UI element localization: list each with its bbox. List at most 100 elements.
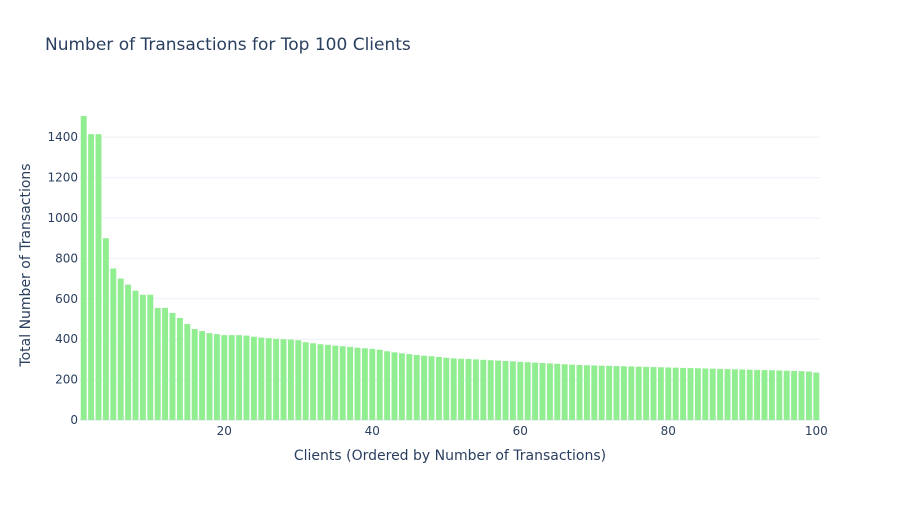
bar-client-1[interactable] xyxy=(80,115,87,421)
bar-client-97[interactable] xyxy=(791,370,798,420)
bar-client-41[interactable] xyxy=(376,349,383,420)
bar-client-22[interactable] xyxy=(236,335,243,420)
bar-client-2[interactable] xyxy=(88,134,95,420)
bar-client-91[interactable] xyxy=(746,369,753,420)
bar-client-82[interactable] xyxy=(680,367,687,420)
bar-client-60[interactable] xyxy=(517,361,524,420)
bar-client-28[interactable] xyxy=(280,339,287,420)
bar-client-67[interactable] xyxy=(569,364,576,420)
bar-client-38[interactable] xyxy=(354,347,361,420)
bar-client-3[interactable] xyxy=(95,134,102,420)
bar-client-46[interactable] xyxy=(413,354,420,420)
bar-client-31[interactable] xyxy=(302,342,309,420)
bar-client-80[interactable] xyxy=(665,367,672,420)
bar-client-23[interactable] xyxy=(243,335,250,420)
bar-client-26[interactable] xyxy=(265,338,272,420)
bar-client-16[interactable] xyxy=(191,329,198,420)
bar-client-49[interactable] xyxy=(435,356,442,420)
bar-client-57[interactable] xyxy=(495,360,502,420)
bar-client-27[interactable] xyxy=(273,338,280,420)
bar-client-42[interactable] xyxy=(384,351,391,420)
bar-client-34[interactable] xyxy=(324,344,331,420)
bar-client-7[interactable] xyxy=(125,284,132,420)
bar-client-78[interactable] xyxy=(650,367,657,420)
bar-client-66[interactable] xyxy=(561,364,568,420)
bar-client-59[interactable] xyxy=(509,361,516,420)
bar-client-73[interactable] xyxy=(613,366,620,420)
bar-client-47[interactable] xyxy=(421,355,428,420)
bar-client-81[interactable] xyxy=(672,367,679,420)
bar-client-48[interactable] xyxy=(428,356,435,420)
bar-client-51[interactable] xyxy=(450,358,457,420)
bar-client-37[interactable] xyxy=(347,346,354,420)
bar-client-63[interactable] xyxy=(539,363,546,420)
bar-client-56[interactable] xyxy=(487,360,494,420)
bar-client-100[interactable] xyxy=(813,372,820,420)
bar-client-24[interactable] xyxy=(250,336,257,420)
bar-client-5[interactable] xyxy=(110,268,117,420)
bar-client-17[interactable] xyxy=(199,331,206,420)
bar-client-14[interactable] xyxy=(176,317,183,420)
bar-client-9[interactable] xyxy=(139,294,146,420)
bar-client-90[interactable] xyxy=(739,369,746,420)
bar-client-92[interactable] xyxy=(754,369,761,420)
bar-client-20[interactable] xyxy=(221,335,228,420)
bar-client-4[interactable] xyxy=(102,238,109,420)
bar-client-25[interactable] xyxy=(258,337,265,420)
bar-client-87[interactable] xyxy=(717,368,724,420)
bar-client-94[interactable] xyxy=(768,370,775,420)
bar-client-43[interactable] xyxy=(391,352,398,420)
bar-client-68[interactable] xyxy=(576,365,583,420)
bar-client-32[interactable] xyxy=(310,343,317,420)
bar-client-53[interactable] xyxy=(465,358,472,420)
bar-client-50[interactable] xyxy=(443,357,450,420)
bar-client-11[interactable] xyxy=(154,307,161,420)
bar-client-18[interactable] xyxy=(206,333,213,420)
bar-client-45[interactable] xyxy=(406,354,413,420)
bar-client-72[interactable] xyxy=(606,365,613,420)
bar-client-93[interactable] xyxy=(761,370,768,420)
bar-client-10[interactable] xyxy=(147,294,154,420)
bar-client-89[interactable] xyxy=(731,369,738,420)
bar-client-35[interactable] xyxy=(332,345,339,420)
bar-client-30[interactable] xyxy=(295,340,302,420)
bar-client-40[interactable] xyxy=(369,348,376,420)
bar-client-65[interactable] xyxy=(554,363,561,420)
bar-client-29[interactable] xyxy=(287,339,294,420)
bar-client-21[interactable] xyxy=(228,335,235,420)
bar-client-33[interactable] xyxy=(317,344,324,420)
bar-client-64[interactable] xyxy=(546,363,553,420)
bar-client-86[interactable] xyxy=(709,368,716,420)
bar-client-79[interactable] xyxy=(657,367,664,420)
bar-client-54[interactable] xyxy=(472,359,479,420)
bar-client-71[interactable] xyxy=(598,365,605,420)
bar-client-55[interactable] xyxy=(480,359,487,420)
bar-client-58[interactable] xyxy=(502,361,509,420)
bar-client-99[interactable] xyxy=(805,371,812,420)
bar-client-6[interactable] xyxy=(117,278,124,420)
bar-client-84[interactable] xyxy=(694,368,701,420)
bar-client-61[interactable] xyxy=(524,362,531,420)
bar-client-98[interactable] xyxy=(798,371,805,420)
bar-client-8[interactable] xyxy=(132,290,139,420)
bar-client-36[interactable] xyxy=(339,346,346,420)
bar-client-62[interactable] xyxy=(532,362,539,420)
bar-client-44[interactable] xyxy=(398,353,405,420)
bar-client-88[interactable] xyxy=(724,369,731,420)
bar-client-13[interactable] xyxy=(169,312,176,420)
bar-client-39[interactable] xyxy=(361,348,368,420)
bar-client-69[interactable] xyxy=(583,365,590,420)
bar-client-52[interactable] xyxy=(458,358,465,420)
bar-client-12[interactable] xyxy=(162,307,169,420)
bar-client-70[interactable] xyxy=(591,365,598,420)
bar-client-19[interactable] xyxy=(213,334,220,420)
bar-client-74[interactable] xyxy=(620,366,627,420)
bar-client-76[interactable] xyxy=(635,366,642,420)
bar-client-83[interactable] xyxy=(687,368,694,420)
bar-client-85[interactable] xyxy=(702,368,709,420)
bar-client-75[interactable] xyxy=(628,366,635,420)
bar-client-15[interactable] xyxy=(184,324,191,420)
bar-client-77[interactable] xyxy=(643,366,650,420)
bar-client-96[interactable] xyxy=(783,370,790,420)
bar-client-95[interactable] xyxy=(776,370,783,420)
